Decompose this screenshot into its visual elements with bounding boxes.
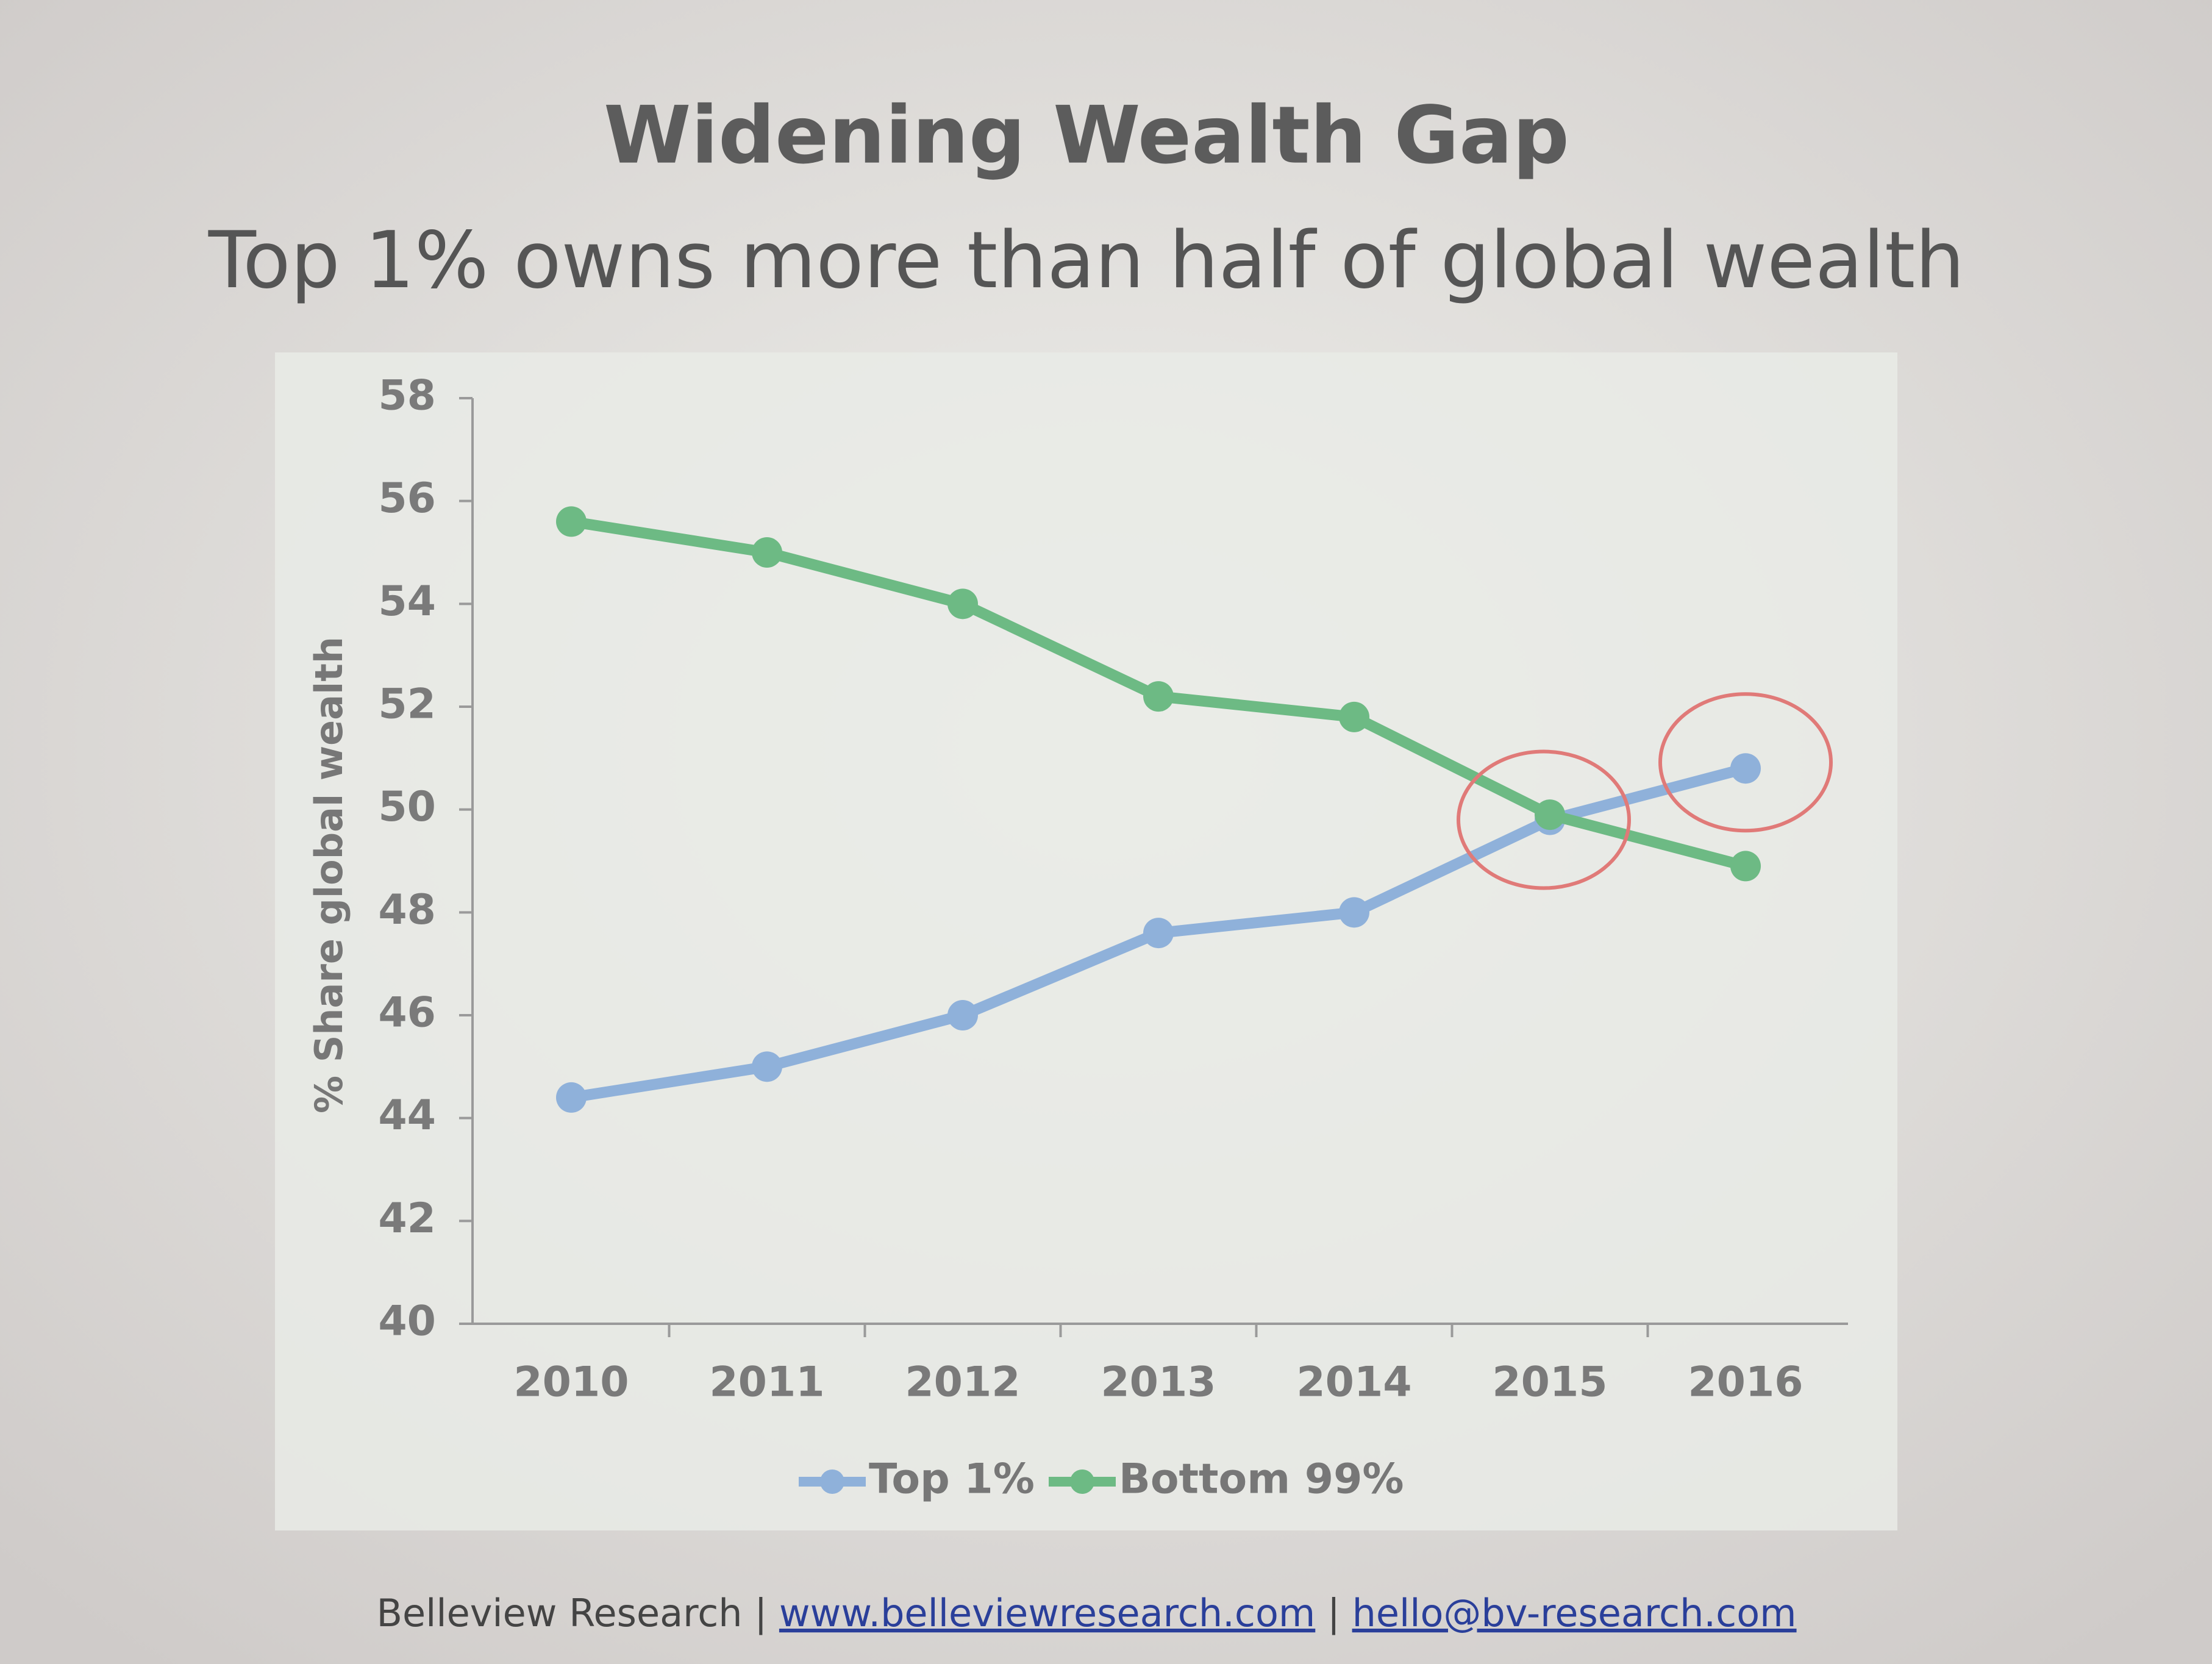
- data-point: [556, 506, 587, 537]
- y-tick-label: 42: [378, 1194, 436, 1243]
- data-point: [1143, 681, 1174, 712]
- y-tick-label: 46: [378, 989, 436, 1037]
- data-point: [947, 588, 978, 620]
- y-axis-title: % Share global wealth: [307, 637, 351, 1113]
- data-point: [1535, 799, 1565, 830]
- footer: Belleview Research | www.belleviewresear…: [376, 1591, 1796, 1636]
- x-tick-label: 2015: [1492, 1359, 1607, 1407]
- legend-label: Bottom 99%: [1119, 1455, 1404, 1504]
- x-tick-label: 2010: [513, 1359, 629, 1407]
- y-tick-label: 50: [378, 783, 436, 831]
- legend-marker: [1070, 1469, 1094, 1494]
- legend-label: Top 1%: [869, 1455, 1035, 1504]
- highlight-circle: [1457, 749, 1631, 890]
- y-tick-label: 52: [378, 680, 436, 729]
- data-point: [1730, 851, 1761, 882]
- footer-link[interactable]: www.belleviewresearch.com: [779, 1591, 1315, 1635]
- chart-title: Widening Wealth Gap: [604, 89, 1569, 182]
- x-tick-label: 2011: [709, 1359, 824, 1407]
- highlight-circle: [1658, 692, 1833, 833]
- data-point: [556, 1082, 587, 1113]
- footer-separator: |: [754, 1591, 767, 1636]
- x-tick-label: 2012: [905, 1359, 1020, 1407]
- chart-subtitle: Top 1% owns more than half of global wea…: [208, 215, 1965, 306]
- chart-panel: [275, 352, 1897, 1530]
- legend-marker: [820, 1469, 844, 1494]
- data-point: [1730, 753, 1761, 784]
- data-point: [947, 1000, 978, 1030]
- x-tick-label: 2013: [1101, 1359, 1216, 1407]
- y-tick-label: 56: [378, 474, 436, 523]
- footer-separator: |: [1327, 1591, 1340, 1636]
- footer-org: Belleview Research: [376, 1591, 742, 1635]
- data-point: [752, 537, 782, 568]
- data-point: [1143, 918, 1174, 949]
- y-tick-label: 40: [378, 1298, 436, 1346]
- y-tick-label: 58: [378, 372, 436, 420]
- x-tick-label: 2016: [1688, 1359, 1803, 1407]
- data-point: [752, 1051, 782, 1082]
- y-tick-label: 54: [378, 577, 436, 626]
- data-point: [1339, 701, 1369, 732]
- data-point: [1339, 897, 1369, 928]
- y-tick-label: 44: [378, 1091, 436, 1140]
- x-tick-label: 2014: [1296, 1359, 1411, 1407]
- footer-email[interactable]: hello@bv-research.com: [1352, 1591, 1797, 1635]
- y-tick-label: 48: [378, 886, 436, 934]
